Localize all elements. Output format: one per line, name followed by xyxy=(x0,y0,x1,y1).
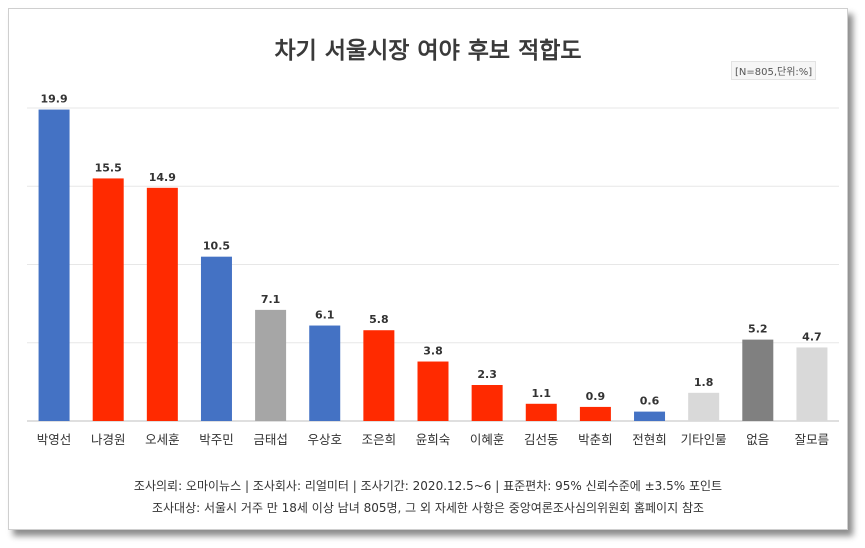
category-label-10: 박춘희 xyxy=(578,432,613,447)
value-label-2: 14.9 xyxy=(149,171,176,184)
category-label-5: 우상호 xyxy=(307,432,342,447)
chart-title: 차기 서울시장 여야 후보 적합도 xyxy=(274,38,582,64)
category-label-3: 박주민 xyxy=(199,432,234,447)
value-label-3: 10.5 xyxy=(203,240,230,253)
survey-note-line1: 조사의뢰: 오마이뉴스 | 조사회사: 리얼미터 | 조사기간: 2020.12… xyxy=(133,479,723,493)
bar-8 xyxy=(471,385,503,421)
bar-14 xyxy=(796,347,828,421)
survey-note-line2: 조사대상: 서울시 거주 만 18세 이상 남녀 805명, 그 외 자세한 사… xyxy=(151,501,705,515)
category-label-14: 잘모름 xyxy=(795,432,830,447)
category-label-9: 김선동 xyxy=(524,432,559,447)
category-label-8: 이혜훈 xyxy=(470,432,505,447)
bar-1 xyxy=(92,178,124,421)
value-label-14: 4.7 xyxy=(802,330,822,343)
bar-10 xyxy=(579,406,611,421)
value-label-0: 19.9 xyxy=(40,93,67,106)
value-label-13: 5.2 xyxy=(748,323,768,336)
bar-7 xyxy=(417,361,449,421)
chart-card: 차기 서울시장 여야 후보 적합도 [N=805,단위:%] 19.9 박영선 15… xyxy=(8,8,848,530)
sample-unit-note: [N=805,단위:%] xyxy=(731,61,817,80)
value-label-5: 6.1 xyxy=(315,309,335,322)
value-label-10: 0.9 xyxy=(586,390,606,403)
value-label-11: 0.6 xyxy=(640,395,660,408)
category-label-0: 박영선 xyxy=(37,432,72,447)
bar-2 xyxy=(146,187,178,421)
value-label-1: 15.5 xyxy=(95,161,122,174)
category-label-11: 전현희 xyxy=(632,432,667,447)
category-label-4: 금태섭 xyxy=(253,432,288,447)
bar-9 xyxy=(525,403,557,421)
bar-4 xyxy=(255,309,287,421)
bar-12 xyxy=(688,392,720,421)
category-label-6: 조은희 xyxy=(362,432,397,447)
bar-3 xyxy=(200,256,232,421)
category-label-13: 없음 xyxy=(746,432,769,447)
value-label-4: 7.1 xyxy=(261,293,281,306)
value-label-9: 1.1 xyxy=(532,387,552,400)
value-label-7: 3.8 xyxy=(423,345,443,358)
bar-13 xyxy=(742,339,774,421)
value-label-8: 2.3 xyxy=(477,368,497,381)
category-label-1: 나경원 xyxy=(91,432,126,447)
survey-notes: 조사의뢰: 오마이뉴스 | 조사회사: 리얼미터 | 조사기간: 2020.12… xyxy=(9,475,847,519)
bar-6 xyxy=(363,330,395,421)
category-label-7: 윤희숙 xyxy=(416,432,451,447)
category-label-12: 기타인물 xyxy=(681,432,727,447)
bar-0 xyxy=(38,109,70,421)
bar-11 xyxy=(634,411,666,421)
value-label-6: 5.8 xyxy=(369,313,389,326)
value-label-12: 1.8 xyxy=(694,376,714,389)
bar-chart: 19.9 박영선 15.5 나경원 14.9 오세훈 10.5 박주민 7.1 금태섭 6.1 우상호… xyxy=(27,93,839,447)
bar-5 xyxy=(309,325,341,421)
category-label-2: 오세훈 xyxy=(145,432,180,447)
